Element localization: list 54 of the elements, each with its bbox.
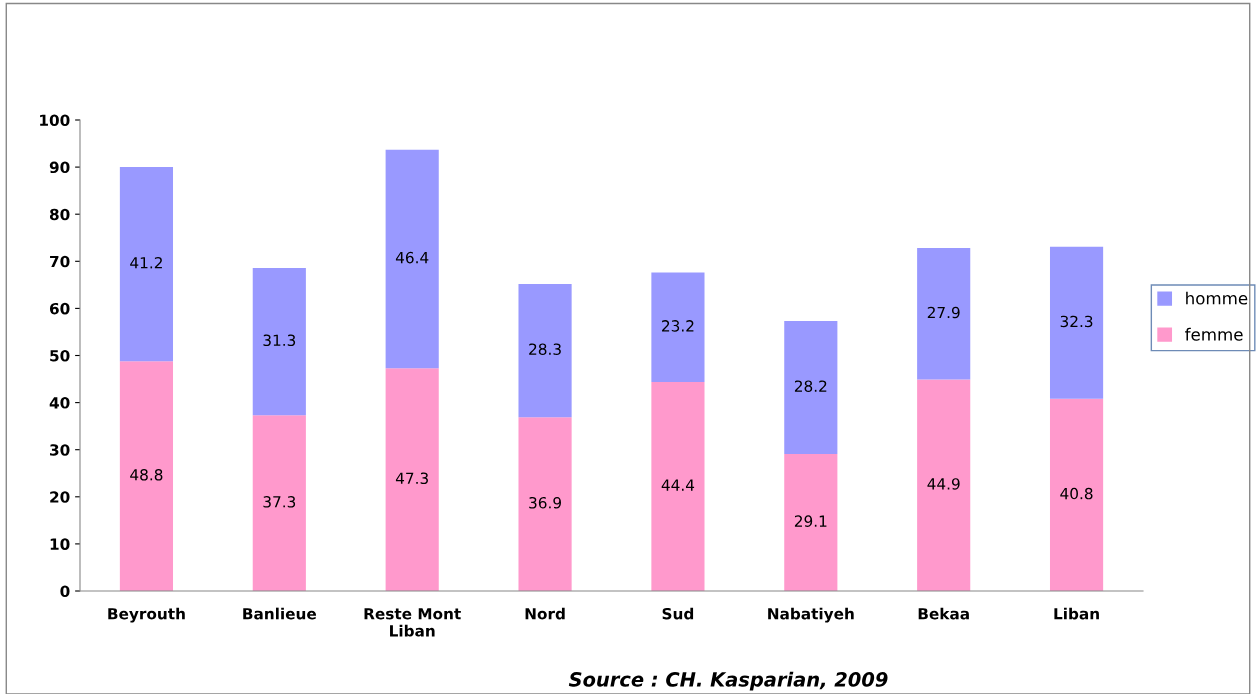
y-tick-label: 20 [50, 491, 70, 503]
data-label: 40.8 [1060, 487, 1093, 500]
x-tick-label: Bekaa [918, 607, 969, 620]
x-tick-label: Liban [1054, 607, 1099, 620]
y-tick-label: 0 [60, 585, 70, 598]
y-tick-label: 70 [50, 255, 70, 268]
bar [784, 453, 838, 591]
bar [385, 368, 439, 591]
data-label: 32.3 [1060, 315, 1093, 328]
bar [385, 149, 439, 369]
data-label: 23.2 [662, 320, 694, 332]
legend-label: femme [1185, 327, 1243, 341]
bar [119, 361, 174, 591]
bar [651, 272, 705, 382]
x-tick-label: Reste Mont Liban [364, 608, 461, 637]
bar [119, 167, 174, 362]
data-label: 44.4 [661, 479, 695, 491]
y-tick-label: 40 [49, 397, 70, 409]
bar [917, 248, 971, 380]
data-label: 36.9 [529, 496, 561, 509]
data-label: 44.9 [927, 478, 960, 490]
x-tick-label: Nord [525, 607, 565, 620]
bar [252, 415, 306, 591]
y-tick-label: 90 [49, 161, 70, 174]
x-tick-label: Nabatiyeh [768, 607, 854, 623]
data-label: 27.9 [927, 306, 960, 319]
bar [1049, 246, 1104, 399]
y-tick-label: 80 [49, 208, 70, 221]
y-tick-label: 10 [50, 538, 70, 550]
data-label: 37.3 [263, 496, 296, 508]
data-label: 28.2 [794, 380, 827, 392]
y-tick-label: 100 [40, 114, 70, 127]
bar [784, 321, 838, 454]
y-tick-label: 60 [49, 302, 70, 315]
y-tick-label: 50 [50, 349, 70, 362]
bar [1049, 398, 1104, 591]
data-label: 47.3 [395, 472, 428, 485]
x-tick-label: Banlieue [243, 607, 317, 620]
bar [917, 379, 971, 591]
x-tick-label: Sud [662, 607, 694, 620]
bar [651, 381, 705, 591]
legend-label: homme [1186, 291, 1248, 305]
bar [518, 283, 572, 418]
data-label: 46.4 [395, 251, 429, 264]
bar [252, 267, 306, 416]
source-note: Source : CH. Kasparian, 2009 [568, 671, 888, 691]
data-label: 29.1 [794, 515, 827, 527]
data-label: 41.2 [130, 257, 162, 269]
x-tick-label: Beyrouth [108, 607, 185, 623]
data-label: 28.3 [529, 343, 561, 355]
data-label: 31.3 [263, 334, 296, 347]
y-tick-label: 30 [50, 444, 70, 456]
data-label: 48.8 [130, 468, 163, 481]
bar [518, 417, 572, 591]
